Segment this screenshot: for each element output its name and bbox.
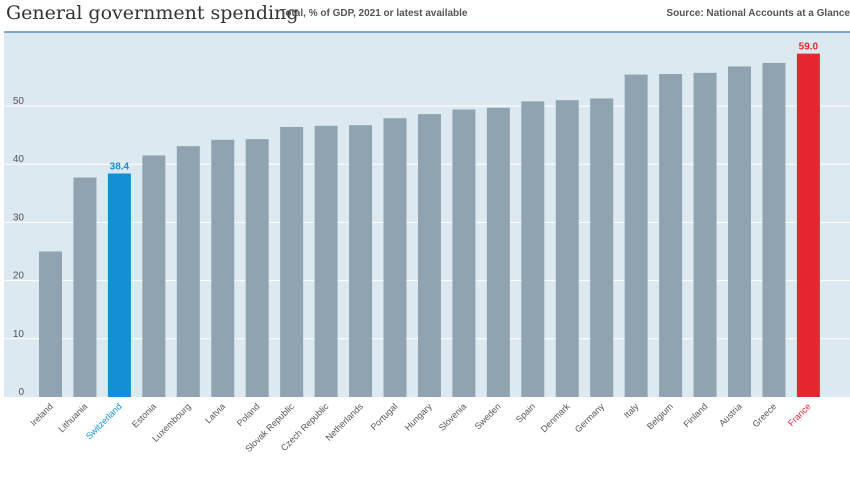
x-tick-label: Hungary xyxy=(403,401,434,432)
bar xyxy=(280,126,304,398)
x-tick-label: Belgium xyxy=(645,401,675,431)
bar xyxy=(39,251,62,397)
y-tick-label: 50 xyxy=(13,96,25,107)
bar xyxy=(383,118,407,398)
bar xyxy=(176,146,200,397)
chart-subtitle: Total, % of GDP, 2021 or latest availabl… xyxy=(280,8,468,19)
bar xyxy=(590,98,614,398)
x-tick-label: Greece xyxy=(750,401,778,429)
x-tick-label: France xyxy=(786,401,813,428)
x-tick-label: Estonia xyxy=(130,401,158,429)
x-tick-label: Spain xyxy=(514,401,537,424)
x-tick-label: Italy xyxy=(622,401,641,420)
x-tick-label: Portugal xyxy=(369,401,400,432)
bar xyxy=(73,177,97,397)
bar xyxy=(349,125,373,398)
bar xyxy=(107,173,131,397)
x-tick-label: Germany xyxy=(573,401,607,435)
y-tick-label: 10 xyxy=(13,329,25,340)
bar xyxy=(417,114,441,397)
bar xyxy=(486,107,510,397)
bar xyxy=(314,125,338,398)
bar xyxy=(521,101,545,398)
bar xyxy=(245,139,269,397)
y-tick-label: 20 xyxy=(13,271,25,282)
bar xyxy=(142,155,166,397)
bar xyxy=(693,72,717,398)
y-tick-label: 0 xyxy=(18,387,24,398)
x-tick-label: Austria xyxy=(717,401,744,428)
x-tick-label: Sweden xyxy=(473,401,503,431)
y-tick-label: 40 xyxy=(13,154,25,165)
chart-title: General government spending xyxy=(6,2,299,24)
x-tick-label: Latvia xyxy=(203,401,227,425)
data-label: 59.0 xyxy=(799,42,819,53)
data-label: 38.4 xyxy=(110,162,130,173)
x-tick-label: Denmark xyxy=(539,401,572,434)
x-tick-label: Slovenia xyxy=(437,401,468,432)
bar xyxy=(659,73,683,398)
bar xyxy=(211,139,235,398)
bar xyxy=(728,66,751,397)
y-tick-label: 30 xyxy=(13,212,25,223)
bar xyxy=(555,100,579,398)
bar xyxy=(624,74,648,398)
x-tick-label: Netherlands xyxy=(324,401,366,443)
x-tick-label: Ireland xyxy=(28,401,55,428)
x-tick-label: Lithuania xyxy=(56,401,89,434)
bar-chart: 0 10 20 30 40 50 Ireland Lithuania 38.4 Switzerla… xyxy=(4,31,850,454)
x-tick-label: Switzerland xyxy=(84,401,124,441)
chart-area: 0 10 20 30 40 50 Ireland Lithuania 38.4 Switzerla… xyxy=(0,30,850,478)
chart-header: General government spending Total, % of … xyxy=(0,0,850,30)
bar xyxy=(452,109,476,397)
chart-source: Source: National Accounts at a Glance xyxy=(666,8,850,19)
bar xyxy=(796,53,820,398)
x-tick-label: Poland xyxy=(235,401,262,428)
x-tick-label: Finland xyxy=(682,401,710,429)
bar xyxy=(762,62,786,397)
